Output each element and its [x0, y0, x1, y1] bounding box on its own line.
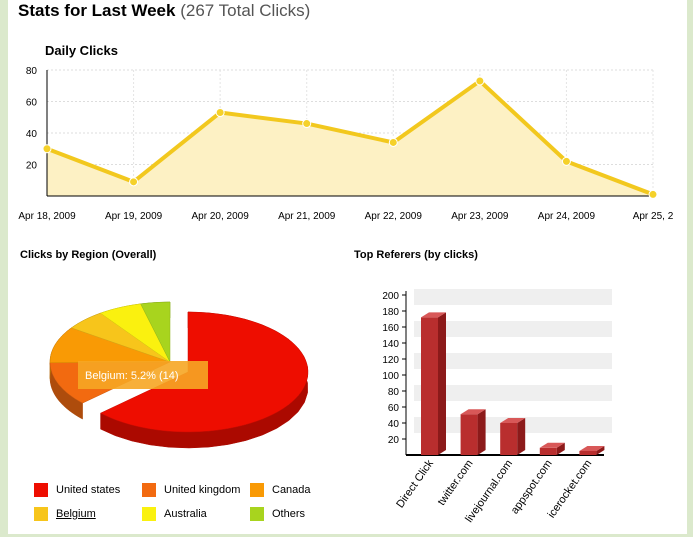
page-frame-left — [0, 0, 8, 537]
x-tick-label: Apr 22, 2009 — [365, 211, 423, 222]
x-tick-label: twitter.com — [436, 458, 476, 508]
grid-band — [414, 385, 612, 401]
total-clicks-label: (267 Total Clicks) — [180, 1, 311, 20]
x-tick-label: Apr 20, 2009 — [192, 211, 250, 222]
region-pie-chart[interactable]: Belgium: 5.2% (14) — [20, 270, 340, 470]
pie-slice — [49, 327, 171, 363]
legend-swatch — [34, 483, 48, 497]
x-tick-label: Apr 19, 2009 — [105, 211, 163, 222]
referers-chart-title: Top Referers (by clicks) — [354, 249, 478, 261]
x-tick-label: Apr 18, 2009 — [18, 211, 76, 222]
y-tick-label: 60 — [26, 98, 38, 109]
bar — [539, 442, 565, 455]
legend-label: Australia — [164, 508, 207, 520]
bar-side — [438, 312, 446, 455]
pie-slice — [140, 301, 171, 363]
bar-top — [500, 418, 526, 423]
data-point — [561, 156, 571, 166]
bar — [460, 409, 486, 455]
y-tick-label: 100 — [382, 371, 399, 382]
x-tick-label: Direct Click — [394, 457, 436, 510]
y-tick-label: 40 — [26, 129, 38, 140]
grid-band — [414, 321, 612, 337]
legend-swatch — [142, 483, 156, 497]
x-tick-label: Apr 23, 2009 — [451, 211, 509, 222]
bar-side — [477, 409, 486, 455]
pie-tooltip: Belgium: 5.2% (14) — [78, 361, 208, 389]
data-point — [475, 76, 485, 86]
y-tick-label: 20 — [388, 435, 400, 446]
bar-top — [539, 442, 565, 448]
y-tick-label: 80 — [388, 387, 400, 398]
data-point — [42, 144, 52, 154]
data-point — [388, 137, 398, 147]
bar-front — [500, 423, 518, 455]
bar — [421, 312, 446, 455]
legend-label: United states — [56, 484, 121, 496]
bar — [500, 418, 526, 455]
legend-label: Others — [272, 508, 306, 520]
y-tick-label: 60 — [388, 403, 400, 414]
y-tick-label: 160 — [382, 323, 399, 334]
y-tick-label: 40 — [388, 419, 400, 430]
bar-front — [421, 317, 438, 455]
bar-side — [556, 442, 565, 455]
legend-label: United kingdom — [164, 484, 241, 496]
data-point — [302, 119, 312, 129]
page-frame-bottom — [0, 534, 693, 537]
y-tick-label: 20 — [26, 161, 38, 172]
legend-swatch — [34, 507, 48, 521]
x-tick-label: appspot.com — [509, 458, 555, 516]
legend-label: Canada — [272, 484, 311, 496]
y-tick-label: 140 — [382, 339, 399, 350]
grid-band — [414, 289, 612, 305]
region-chart-title: Clicks by Region (Overall) — [20, 249, 157, 261]
bar-side — [596, 446, 605, 455]
bar-front — [539, 447, 557, 455]
legend-label: Belgium — [56, 508, 96, 520]
bar-front — [460, 414, 478, 455]
bar-top — [460, 409, 486, 415]
y-tick-label: 120 — [382, 355, 399, 366]
data-point — [129, 177, 139, 187]
y-tick-label: 80 — [26, 66, 38, 77]
bar-side — [517, 418, 526, 455]
legend-swatch — [250, 507, 264, 521]
data-point — [215, 108, 225, 118]
legend-swatch — [142, 507, 156, 521]
page-title-text: Stats for Last Week — [18, 1, 176, 20]
y-tick-label: 180 — [382, 307, 399, 318]
bar-front — [579, 451, 597, 455]
bar-top — [579, 446, 605, 451]
tooltip-text: Belgium: 5.2% (14) — [85, 370, 179, 382]
data-point — [648, 189, 658, 199]
page-title: Stats for Last Week (267 Total Clicks) — [18, 1, 310, 21]
x-tick-label: Apr 25, 2 — [633, 211, 674, 222]
daily-clicks-chart: 20 40 60 80 Apr 18, 2009 Apr 19, 2009 Apr 20, … — [18, 66, 674, 222]
bar — [579, 446, 605, 455]
grid-band — [414, 353, 612, 369]
area-fill — [47, 81, 653, 196]
daily-clicks-title: Daily Clicks — [45, 43, 118, 58]
bar-top — [421, 312, 446, 318]
y-tick-label: 200 — [382, 291, 399, 302]
x-tick-label: Apr 21, 2009 — [278, 211, 336, 222]
top-referers-chart: 20 40 60 80 100 120 140 160 180 200 Direct Click tw… — [382, 289, 612, 525]
tooltip-box — [78, 361, 208, 389]
series-line — [46, 79, 654, 197]
x-tick-label: Apr 24, 2009 — [538, 211, 596, 222]
page-frame-right — [687, 0, 693, 537]
legend-swatch — [250, 483, 264, 497]
